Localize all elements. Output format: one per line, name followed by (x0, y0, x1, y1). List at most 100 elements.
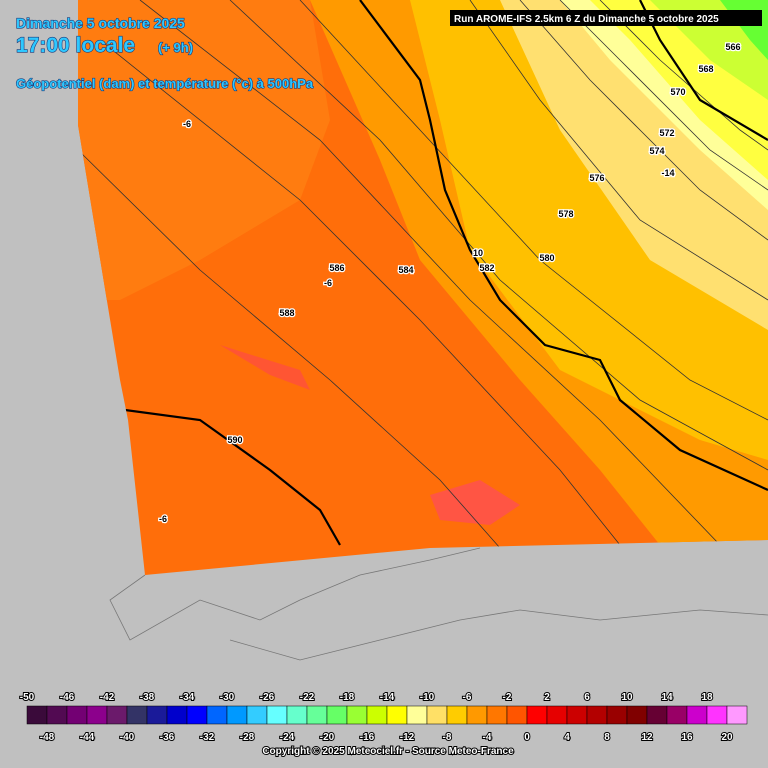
colorbar-swatch (246, 705, 268, 725)
run-info: Run AROME-IFS 2.5km 6 Z du Dimanche 5 oc… (454, 14, 719, 25)
colorbar-swatch (506, 705, 528, 725)
colorbar-swatch (86, 705, 108, 725)
coastlines (109, 547, 768, 661)
colorbar-swatch (466, 705, 488, 725)
colorbar-label-top: -2 (503, 692, 512, 703)
colorbar-swatch (326, 705, 348, 725)
contour-label: 578 (558, 209, 573, 219)
contour-label: 10 (473, 248, 483, 258)
contour-label: -6 (324, 278, 332, 288)
colorbar-swatch (526, 705, 548, 725)
contour-label: 574 (649, 146, 664, 156)
colorbar-swatch (166, 705, 188, 725)
colorbar-label-bottom: 8 (604, 732, 610, 743)
colorbar-swatch (126, 705, 148, 725)
run-box (450, 10, 762, 26)
colorbar-label-bottom: -40 (120, 732, 135, 743)
contour-label: 586 (329, 263, 344, 273)
header-date: Dimanche 5 octobre 2025 (16, 15, 185, 31)
copyright: Copyright © 2025 Meteociel.fr - Source M… (262, 746, 514, 757)
colorbar-swatch (366, 705, 388, 725)
contour-label: 570 (670, 87, 685, 97)
colorbar-swatch (186, 705, 208, 725)
colorbar-label-top: 10 (621, 692, 633, 703)
contour-label: 590 (227, 435, 242, 445)
colorbar-swatch (226, 705, 248, 725)
colorbar-label-bottom: -36 (160, 732, 175, 743)
contour-label: 588 (279, 308, 294, 318)
colorbar-swatch (306, 705, 328, 725)
colorbar-label-top: -26 (260, 692, 275, 703)
colorbar-label-bottom: -32 (200, 732, 215, 743)
colorbar-label-bottom: 0 (524, 732, 530, 743)
contour-label: -6 (183, 119, 191, 129)
colorbar-swatch (566, 705, 588, 725)
colorbar-label-bottom: 16 (681, 732, 693, 743)
colorbar-swatch (686, 705, 708, 725)
colorbar-swatch (626, 705, 648, 725)
colorbar-label-top: -34 (180, 692, 195, 703)
colorbar-swatch (26, 705, 48, 725)
contour-label: -6 (159, 514, 167, 524)
contour-label: 576 (589, 173, 604, 183)
colorbar-swatch (266, 705, 288, 725)
colorbar-label-top: -50 (20, 692, 35, 703)
colorbar-label-bottom: -12 (400, 732, 415, 743)
colorbar-label-top: -10 (420, 692, 435, 703)
colorbar-label-top: 14 (661, 692, 673, 703)
header-lead: (+ 9h) (158, 40, 193, 55)
colorbar-label-bottom: -16 (360, 732, 375, 743)
colorbar-label-top: 2 (544, 692, 550, 703)
colorbar-label-top: -46 (60, 692, 75, 703)
colorbar-swatch (706, 705, 728, 725)
colorbar-label-top: -14 (380, 692, 395, 703)
colorbar-swatch (66, 705, 88, 725)
colorbar-swatch (206, 705, 228, 725)
contour-label: 568 (698, 64, 713, 74)
colorbar-swatch (546, 705, 568, 725)
colorbar-swatch (486, 705, 508, 725)
colorbar-swatch (46, 705, 68, 725)
contour-label: -14 (661, 168, 674, 178)
colorbar-label-bottom: -24 (280, 732, 295, 743)
colorbar-label-bottom: -4 (483, 732, 492, 743)
contour-label: 584 (398, 265, 413, 275)
colorbar-label-bottom: 4 (564, 732, 570, 743)
colorbar-label-bottom: -20 (320, 732, 335, 743)
colorbar-swatch (286, 705, 308, 725)
colorbar-swatch (146, 705, 168, 725)
colorbar-label-top: -6 (463, 692, 472, 703)
colorbar-swatch (426, 705, 448, 725)
colorbar-label-top: -30 (220, 692, 235, 703)
colorbar-label-bottom: -8 (443, 732, 452, 743)
colorbar-swatch (606, 705, 628, 725)
colorbar-label-bottom: -28 (240, 732, 255, 743)
colorbar-label-bottom: -48 (40, 732, 55, 743)
colorbar-label-top: -38 (140, 692, 155, 703)
colorbar-label-bottom: -44 (80, 732, 95, 743)
contour-label: 572 (659, 128, 674, 138)
colorbar-label-bottom: 20 (721, 732, 733, 743)
colorbar-label-bottom: 12 (641, 732, 653, 743)
colorbar-swatch (386, 705, 408, 725)
colorbar-label-top: 6 (584, 692, 590, 703)
header-time: 17:00 locale (16, 34, 135, 57)
contour-label: 582 (479, 263, 494, 273)
contour-label: 566 (725, 42, 740, 52)
colorbar-swatch (586, 705, 608, 725)
contour-label: 580 (539, 253, 554, 263)
colorbar-swatch (726, 705, 748, 725)
colorbar-swatch (346, 705, 368, 725)
colorbar-label-top: -18 (340, 692, 355, 703)
colorbar-label-top: 18 (701, 692, 713, 703)
colorbar-swatch (106, 705, 128, 725)
colorbar-swatch (446, 705, 468, 725)
colorbar-swatch (646, 705, 668, 725)
colorbar-label-top: -22 (300, 692, 315, 703)
header-field: Géopotentiel (dam) et température (°c) à… (16, 76, 314, 91)
colorbar-swatch (406, 705, 428, 725)
colorbar-label-top: -42 (100, 692, 115, 703)
colorbar-swatch (666, 705, 688, 725)
